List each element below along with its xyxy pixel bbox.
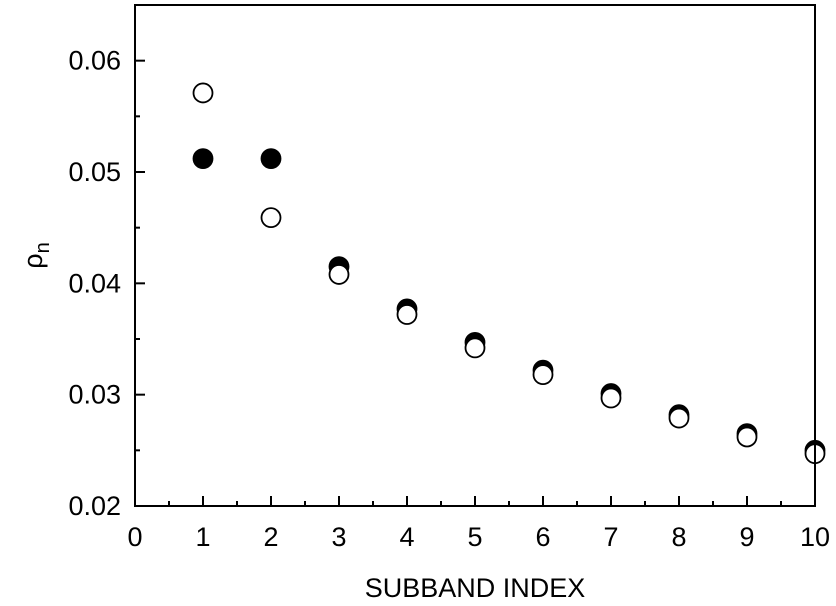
y-tick-label: 0.04 [68, 268, 121, 298]
x-tick-label: 6 [535, 522, 550, 552]
x-tick-label: 9 [739, 522, 754, 552]
series-1 [192, 82, 826, 465]
x-tick-label: 1 [195, 522, 210, 552]
x-tick-label: 0 [127, 522, 142, 552]
x-tick-label: 3 [331, 522, 346, 552]
x-axis-title: SUBBAND INDEX [365, 573, 586, 603]
y-tick-label: 0.03 [68, 380, 121, 410]
open-circle-point [736, 426, 758, 448]
y-tick-label: 0.05 [68, 157, 121, 187]
open-circle-point [668, 407, 690, 429]
x-tick-label: 2 [263, 522, 278, 552]
open-circle-point [396, 304, 418, 325]
open-circle-point [532, 364, 554, 386]
y-tick-label: 0.06 [68, 46, 121, 76]
y-axis-ticks: 0.02 0.03 0.04 0.05 0.06 [68, 46, 145, 521]
y-axis-subscript: n [32, 242, 54, 253]
y-tick-label: 0.02 [68, 491, 121, 521]
x-tick-label: 8 [671, 522, 686, 552]
x-tick-label: 7 [603, 522, 618, 552]
series-0 [192, 148, 826, 461]
open-circle-point [192, 82, 214, 104]
filled-circle-point [192, 148, 214, 170]
plot-frame [134, 4, 816, 507]
x-tick-label: 5 [467, 522, 482, 552]
open-circle-point [600, 387, 622, 409]
y-axis-symbol: ρ [18, 253, 48, 268]
y-axis-title: ρn [18, 242, 54, 268]
open-circle-point [260, 207, 282, 229]
x-axis-ticks: 0 1 2 3 4 5 6 7 8 9 10 [127, 496, 830, 552]
open-circle-point [464, 337, 486, 359]
filled-circle-point [260, 148, 282, 170]
data-series [192, 82, 826, 465]
x-tick-label: 4 [399, 522, 414, 552]
open-circle-point [328, 264, 350, 285]
x-tick-label: 10 [800, 522, 830, 552]
